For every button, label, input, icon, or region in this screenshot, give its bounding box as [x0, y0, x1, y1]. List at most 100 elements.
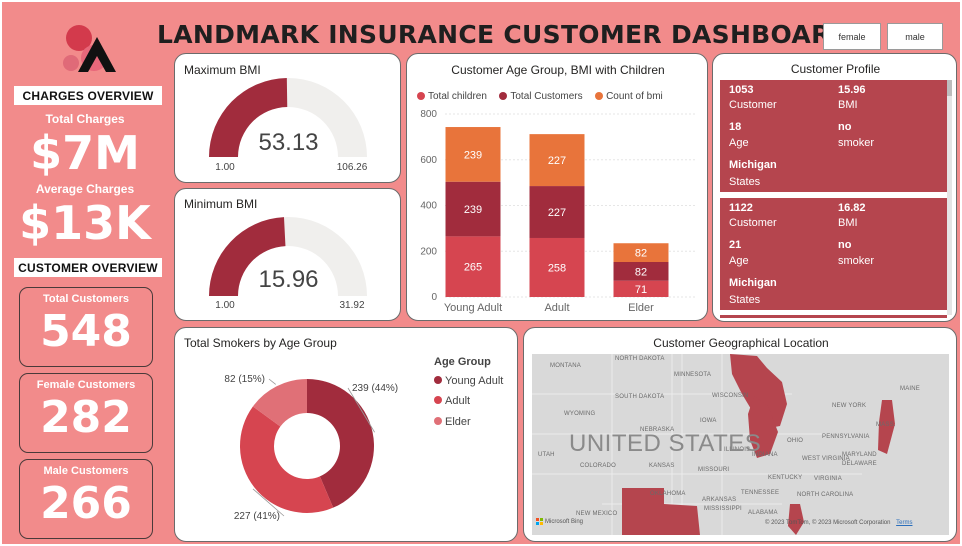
profile-state-label: States	[729, 176, 761, 188]
bar-segment[interactable]	[445, 236, 501, 297]
legend-dot	[595, 92, 604, 100]
age-group-bar-chart: 0 200 400 600 800 265 239 239 Young Adult 258 227 2…	[420, 109, 697, 314]
map-label: KENTUCKY	[768, 475, 803, 481]
map-label: NEW YORK	[832, 403, 867, 409]
map-label: OHIO	[787, 438, 804, 444]
donut-data-label: 227 (41%)	[234, 511, 280, 522]
legend-dot	[434, 376, 442, 384]
texas-shape[interactable]	[622, 488, 700, 535]
map-label: ALABAMA	[748, 510, 778, 516]
age-group-chart-legend: Total children Total Customers Count of …	[417, 87, 671, 105]
map-label: NEW MEXICO	[576, 511, 618, 517]
map-label: NORTH CAROLINA	[797, 492, 854, 498]
map-copyright: © 2023 TomTom, © 2023 Microsoft Corporat…	[765, 520, 912, 526]
map-label: TENNESSEE	[741, 490, 780, 496]
legend-item-young-adult[interactable]: Young Adult	[434, 375, 503, 387]
total-customers-value: 548	[40, 306, 132, 357]
map-label: ILLINOIS	[724, 447, 751, 453]
max-bmi-value: 53.13	[258, 129, 319, 156]
map-label: WEST VIRGINIA	[802, 456, 850, 462]
map-label: ARKANSAS	[702, 497, 737, 503]
female-customers-value: 282	[40, 392, 132, 443]
map-shapes	[532, 354, 895, 535]
profile-age-label: Age	[729, 137, 749, 149]
legend-dot	[434, 396, 442, 404]
new-hampshire-shape[interactable]	[878, 400, 895, 454]
bar-data-label: 71	[635, 284, 647, 296]
legend-label: Young Adult	[445, 375, 504, 387]
map-canvas[interactable]: NORTH DAKOTA MINNESOTA MONTANA SOUTH DAK…	[532, 354, 949, 535]
max-bmi-min: 1.00	[215, 162, 235, 173]
michigan-lower-shape[interactable]	[748, 396, 778, 458]
map-label: DELAWARE	[842, 461, 877, 467]
profile-customer-label: Customer	[729, 217, 777, 229]
bar-segment[interactable]	[613, 262, 669, 281]
bar-segment[interactable]	[445, 181, 501, 237]
bar-segment[interactable]	[613, 243, 669, 263]
map-title: Customer Geographical Location	[653, 336, 829, 350]
bar-segment[interactable]	[613, 280, 669, 297]
bar-segment[interactable]	[529, 237, 585, 297]
max-bmi-max: 106.26	[336, 162, 368, 173]
min-bmi-title: Minimum BMI	[184, 197, 258, 211]
donut-leader-line	[347, 387, 375, 433]
legend-item-adult[interactable]: Adult	[434, 395, 470, 407]
profile-scrollbar-thumb[interactable]	[947, 80, 952, 96]
donut-slice[interactable]	[307, 379, 374, 508]
profile-record-3-edge	[720, 315, 947, 318]
bar-data-label: 227	[548, 155, 566, 167]
bar-data-label: 265	[464, 262, 482, 274]
profile-bmi-value: 16.82	[838, 202, 866, 214]
south-carolina-shape[interactable]	[788, 504, 804, 535]
profile-age-value: 21	[729, 239, 742, 251]
bar-data-label: 227	[548, 207, 566, 219]
map-terms-link[interactable]: Terms	[896, 520, 913, 526]
profile-age-value: 18	[729, 121, 742, 133]
profile-record-1[interactable]: 1053 Customer 15.96 BMI 18 Age no smoker…	[720, 80, 947, 192]
legend-item[interactable]: Total children	[417, 91, 487, 102]
profile-bmi-label: BMI	[838, 99, 858, 111]
donut-slice[interactable]	[240, 406, 334, 513]
smokers-donut-chart: 239 (44%) 227 (41%) 82 (15%)	[224, 374, 398, 522]
x-tick-label: Young Adult	[444, 302, 502, 314]
gauge-fill	[209, 78, 288, 157]
donut-data-label: 239 (44%)	[352, 383, 398, 394]
bar-data-label: 239	[464, 204, 482, 216]
profile-scrollbar[interactable]	[947, 80, 952, 315]
legend-item[interactable]: Total Customers	[499, 91, 583, 102]
donut-leader-line	[268, 378, 276, 385]
company-logo	[63, 25, 116, 72]
bar-segment[interactable]	[445, 127, 501, 182]
customer-profile-panel[interactable]: Customer Profile 1053 Customer 15.96 BMI…	[712, 53, 957, 322]
y-tick-label: 800	[420, 109, 437, 120]
age-group-chart-panel[interactable]: Customer Age Group, BMI with Children To…	[406, 53, 708, 321]
donut-slice[interactable]	[252, 379, 307, 427]
x-tick-label: Adult	[544, 302, 569, 314]
map-label: PENNSYLVANIA	[822, 434, 870, 440]
max-bmi-panel[interactable]: Maximum BMI 53.13 1.00 106.26	[174, 53, 401, 183]
bar-data-label: 82	[635, 266, 647, 278]
smokers-chart-panel[interactable]: Total Smokers by Age Group 239 (44%) 227 …	[174, 327, 518, 542]
michigan-shape[interactable]	[730, 354, 787, 429]
total-customers-label: Total Customers	[43, 293, 129, 305]
legend-label: Elder	[445, 416, 471, 428]
min-bmi-panel[interactable]: Minimum BMI 15.96 1.00 31.92	[174, 188, 401, 321]
profile-state-value: Michigan	[729, 277, 777, 289]
map-country-label: UNITED STATES	[569, 430, 762, 457]
map-panel[interactable]: Customer Geographical Location NORTH DAK…	[523, 327, 957, 542]
map-copyright-text: © 2023 TomTom, © 2023 Microsoft Corporat…	[765, 520, 891, 526]
profile-customer-id: 1122	[729, 202, 753, 214]
profile-bmi-value: 15.96	[838, 84, 866, 96]
legend-item[interactable]: Count of bmi	[595, 91, 663, 102]
bar-segment[interactable]	[529, 186, 585, 238]
donut-legend-title: Age Group	[434, 356, 491, 368]
slicer-male-button[interactable]: male	[887, 23, 943, 50]
slicer-female-button[interactable]: female	[823, 23, 881, 50]
y-tick-label: 400	[420, 201, 437, 212]
bar-segment[interactable]	[529, 134, 585, 187]
map-label: MAINE	[900, 386, 921, 392]
legend-dot	[434, 417, 442, 425]
map-label: WYOMING	[564, 411, 596, 417]
legend-item-elder[interactable]: Elder	[434, 416, 471, 428]
profile-record-2[interactable]: 1122 Customer 16.82 BMI 21 Age no smoker…	[720, 198, 947, 310]
